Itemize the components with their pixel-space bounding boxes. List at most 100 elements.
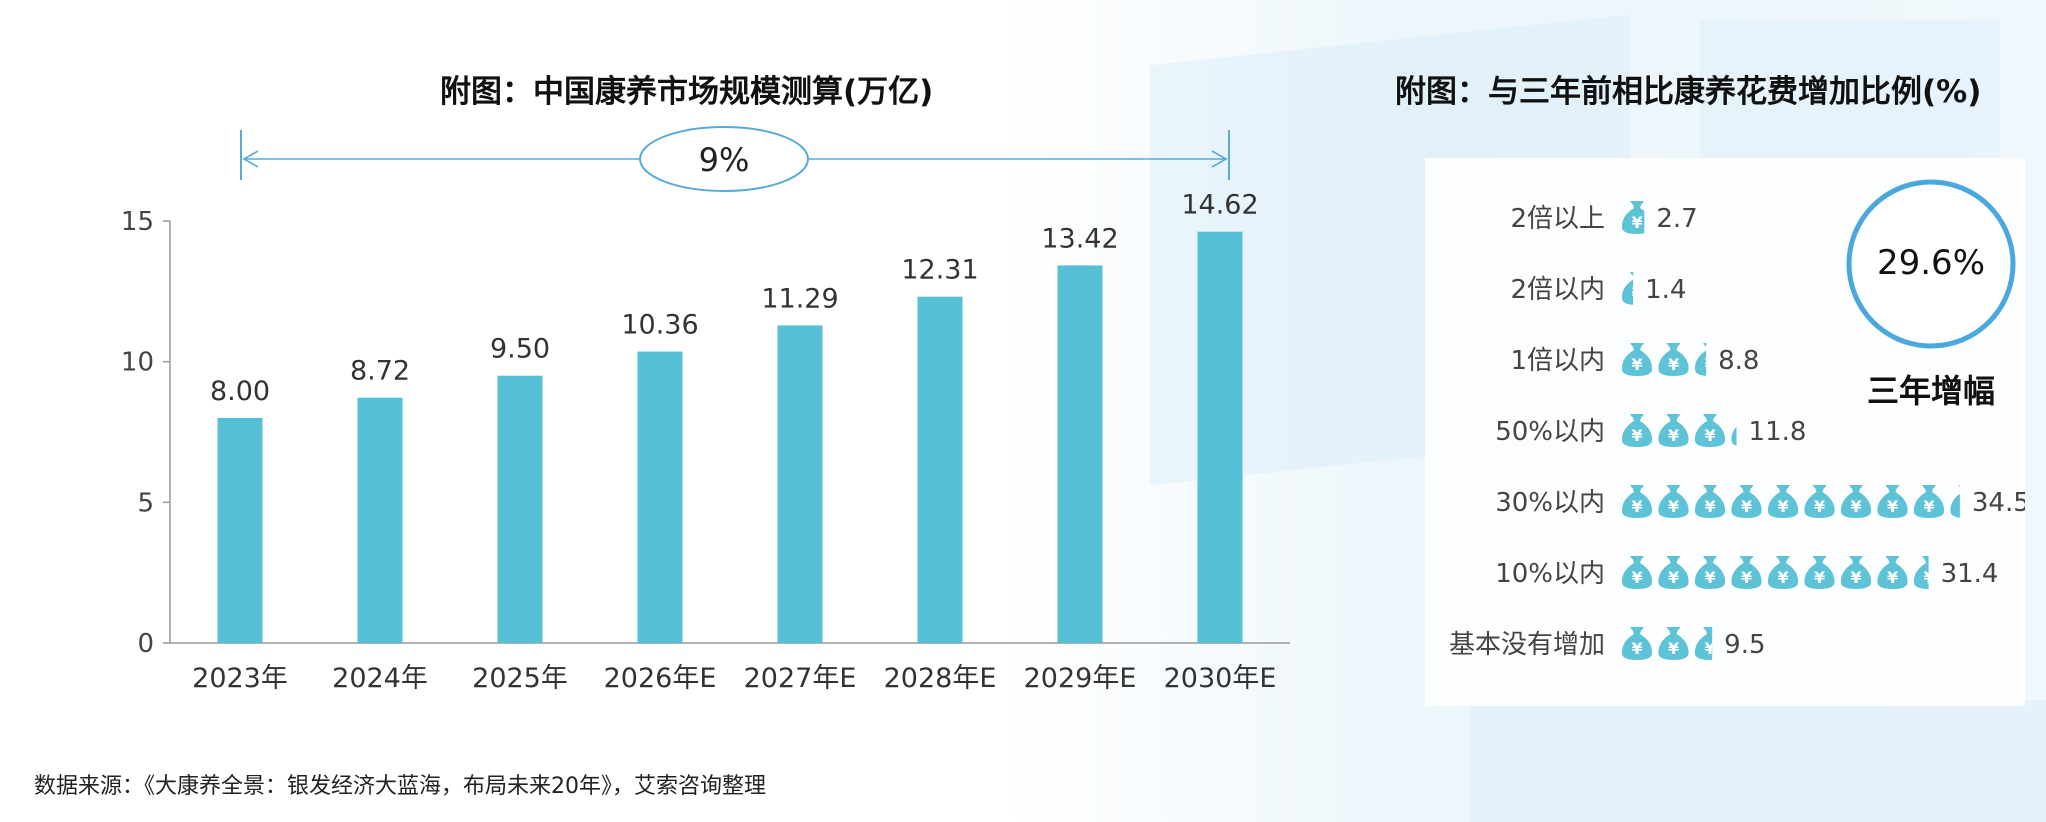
- money-bag-icon: ¥: [1621, 414, 1653, 447]
- pictogram-value-label: 11.8: [1749, 417, 1807, 447]
- money-bag-icon-partial: ¥: [1913, 556, 1934, 589]
- bar-value-label: 8.00: [210, 376, 270, 407]
- bar-value-label: 14.62: [1181, 190, 1258, 221]
- growth-circle-caption: 三年增幅: [1866, 372, 1995, 410]
- svg-text:¥: ¥: [1668, 639, 1679, 658]
- pictogram-value-label: 31.4: [1941, 559, 1999, 589]
- pictogram-value-label: 34.5: [1972, 488, 2025, 518]
- bar-value-label: 12.31: [901, 255, 978, 286]
- svg-text:¥: ¥: [1923, 568, 1934, 587]
- pictogram-value-label: 9.5: [1724, 630, 1765, 660]
- icon-row: ¥ ¥ ¥: [1621, 627, 1715, 660]
- icon-row: ¥: [1621, 201, 1645, 234]
- money-bag-icon: ¥: [1804, 556, 1835, 589]
- money-bag-icon: ¥: [1804, 485, 1835, 518]
- y-tick-label: 15: [121, 207, 154, 237]
- left-chart-title: 附图：中国康养市场规模测算(万亿): [440, 74, 934, 110]
- svg-text:¥: ¥: [1814, 497, 1825, 516]
- svg-text:¥: ¥: [1704, 355, 1715, 374]
- right-chart-title: 附图：与三年前相比康养花费增加比例(%): [1395, 74, 1982, 110]
- pictogram-value-label: 1.4: [1645, 275, 1686, 305]
- money-bag-icon: ¥: [1658, 485, 1689, 518]
- pictogram-value-label: 2.7: [1656, 204, 1697, 234]
- svg-text:¥: ¥: [1704, 639, 1715, 658]
- money-bag-icon: ¥: [1731, 556, 1762, 589]
- money-bag-icon: ¥: [1658, 343, 1689, 376]
- svg-text:¥: ¥: [1704, 497, 1715, 516]
- bar: [1197, 231, 1243, 643]
- y-tick-label: 10: [121, 348, 154, 378]
- cagr-arrow-left-head: [242, 150, 259, 168]
- bar-value-label: 8.72: [350, 356, 410, 387]
- money-bag-icon: ¥: [1877, 556, 1908, 589]
- money-bag-icon: ¥: [1621, 556, 1653, 589]
- money-bag-icon: ¥: [1767, 556, 1799, 589]
- money-bag-icon: ¥: [1621, 627, 1653, 660]
- svg-text:¥: ¥: [1850, 497, 1861, 516]
- money-bag-icon-partial: ¥: [1694, 343, 1715, 376]
- money-bag-icon: ¥: [1840, 485, 1872, 518]
- svg-text:¥: ¥: [1923, 497, 1934, 516]
- svg-text:¥: ¥: [1960, 497, 1971, 516]
- money-bag-icon: ¥: [1840, 556, 1872, 589]
- bar-value-label: 13.42: [1041, 223, 1118, 254]
- x-tick-label: 2028年E: [884, 663, 997, 694]
- category-label: 50%以内: [1495, 417, 1605, 447]
- bar: [497, 375, 543, 643]
- bar: [1057, 265, 1103, 643]
- money-bag-icon: ¥: [1694, 414, 1726, 447]
- market-size-bar-chart: 0 5 10 15 8.00 2023年 8.72 2024年 9.50 2025年 10.36 2…: [121, 126, 1290, 694]
- pictogram-value-label: 8.8: [1718, 346, 1759, 376]
- icon-row: ¥ ¥ ¥ ¥ ¥ ¥ ¥ ¥ ¥ ¥: [1621, 485, 1971, 518]
- money-bag-icon: ¥: [1621, 485, 1653, 518]
- svg-text:¥: ¥: [1741, 497, 1752, 516]
- cagr-ellipse: [639, 126, 809, 192]
- category-label: 30%以内: [1495, 488, 1605, 518]
- svg-text:¥: ¥: [1668, 497, 1679, 516]
- x-tick-label: 2026年E: [604, 663, 717, 694]
- svg-text:¥: ¥: [1704, 568, 1715, 587]
- svg-text:¥: ¥: [1631, 426, 1642, 445]
- category-label: 10%以内: [1495, 559, 1605, 589]
- y-tick-label: 0: [137, 629, 154, 659]
- category-label: 1倍以内: [1510, 346, 1605, 376]
- money-bag-icon: ¥: [1658, 627, 1689, 660]
- svg-text:¥: ¥: [1631, 639, 1642, 658]
- x-tick-label: 2023年: [192, 663, 288, 694]
- bar: [637, 351, 683, 643]
- money-bag-icon: ¥: [1877, 485, 1908, 518]
- y-tick-label: 5: [137, 488, 154, 518]
- bar: [917, 296, 963, 643]
- data-source-note: 数据来源：《大康养全景：银发经济大蓝海，布局未来20年》，艾索咨询整理: [34, 774, 766, 799]
- growth-circle: [1846, 179, 2016, 349]
- svg-text:¥: ¥: [1887, 568, 1898, 587]
- cagr-arrow-right-head: [1211, 150, 1228, 168]
- money-bag-icon-partial: ¥: [1621, 201, 1645, 234]
- bar: [777, 325, 823, 643]
- svg-text:¥: ¥: [1777, 568, 1788, 587]
- category-label: 2倍以内: [1510, 275, 1605, 305]
- growth-circle-value: 29.6%: [1876, 243, 1985, 283]
- icon-row: ¥ ¥ ¥: [1621, 343, 1715, 376]
- bar-value-label: 10.36: [621, 310, 698, 341]
- svg-text:¥: ¥: [1631, 568, 1642, 587]
- icon-row: ¥: [1621, 272, 1642, 305]
- x-tick-label: 2025年: [472, 663, 568, 694]
- money-bag-icon: ¥: [1913, 485, 1945, 518]
- money-bag-icon: ¥: [1621, 343, 1653, 376]
- cagr-label: 9%: [699, 141, 750, 179]
- bar: [217, 417, 263, 643]
- money-bag-icon: ¥: [1658, 414, 1689, 447]
- category-label: 2倍以上: [1510, 204, 1605, 234]
- svg-text:¥: ¥: [1631, 284, 1642, 303]
- svg-text:¥: ¥: [1631, 497, 1642, 516]
- svg-text:¥: ¥: [1741, 568, 1752, 587]
- spending-increase-pictogram-chart: 2倍以上 ¥2.7 2倍以内 ¥1.4 1倍以内 ¥ ¥ ¥8.8 50%以内 ¥ ¥ ¥ ¥11.8 3…: [1449, 201, 2025, 660]
- icon-row: ¥ ¥ ¥ ¥: [1621, 414, 1737, 447]
- svg-text:¥: ¥: [1887, 497, 1898, 516]
- money-bag-icon: ¥: [1694, 485, 1726, 518]
- svg-text:¥: ¥: [1668, 355, 1679, 374]
- svg-text:¥: ¥: [1777, 497, 1788, 516]
- x-tick-label: 2030年E: [1164, 663, 1277, 694]
- svg-text:¥: ¥: [1850, 568, 1861, 587]
